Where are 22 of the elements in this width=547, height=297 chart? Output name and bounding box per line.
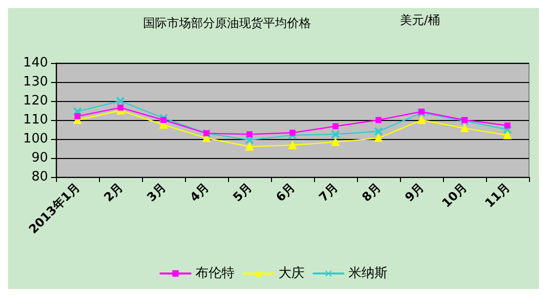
legend-label: 大庆	[278, 266, 304, 281]
y-tick-label: 100	[23, 132, 48, 146]
x-tick-label: 4月	[187, 180, 212, 204]
y-tick-label: 120	[23, 94, 48, 108]
legend-label: 布伦特	[196, 266, 234, 281]
y-tick-label: 110	[23, 112, 48, 128]
y-axis-title: 美元/桶	[400, 13, 440, 27]
x-tick-label: 10月	[439, 180, 470, 210]
x-tick-label: 2月	[101, 180, 126, 204]
x-tick-label: 9月	[402, 180, 426, 204]
chart-title: 国际市场部分原油现货平均价格	[143, 16, 311, 30]
x-tick-label: 3月	[144, 180, 168, 204]
x-tick-label: 11月	[482, 180, 512, 210]
y-tick-label: 130	[23, 74, 48, 90]
y-tick-label: 90	[31, 150, 48, 166]
y-tick-label: 80	[31, 170, 48, 184]
legend-label: 米纳斯	[348, 266, 388, 281]
x-tick-label: 7月	[316, 180, 340, 204]
x-tick-label: 5月	[230, 180, 254, 204]
y-tick-label: 140	[23, 56, 48, 70]
x-tick-label: 6月	[273, 180, 298, 204]
x-tick-label: 8月	[359, 180, 384, 204]
